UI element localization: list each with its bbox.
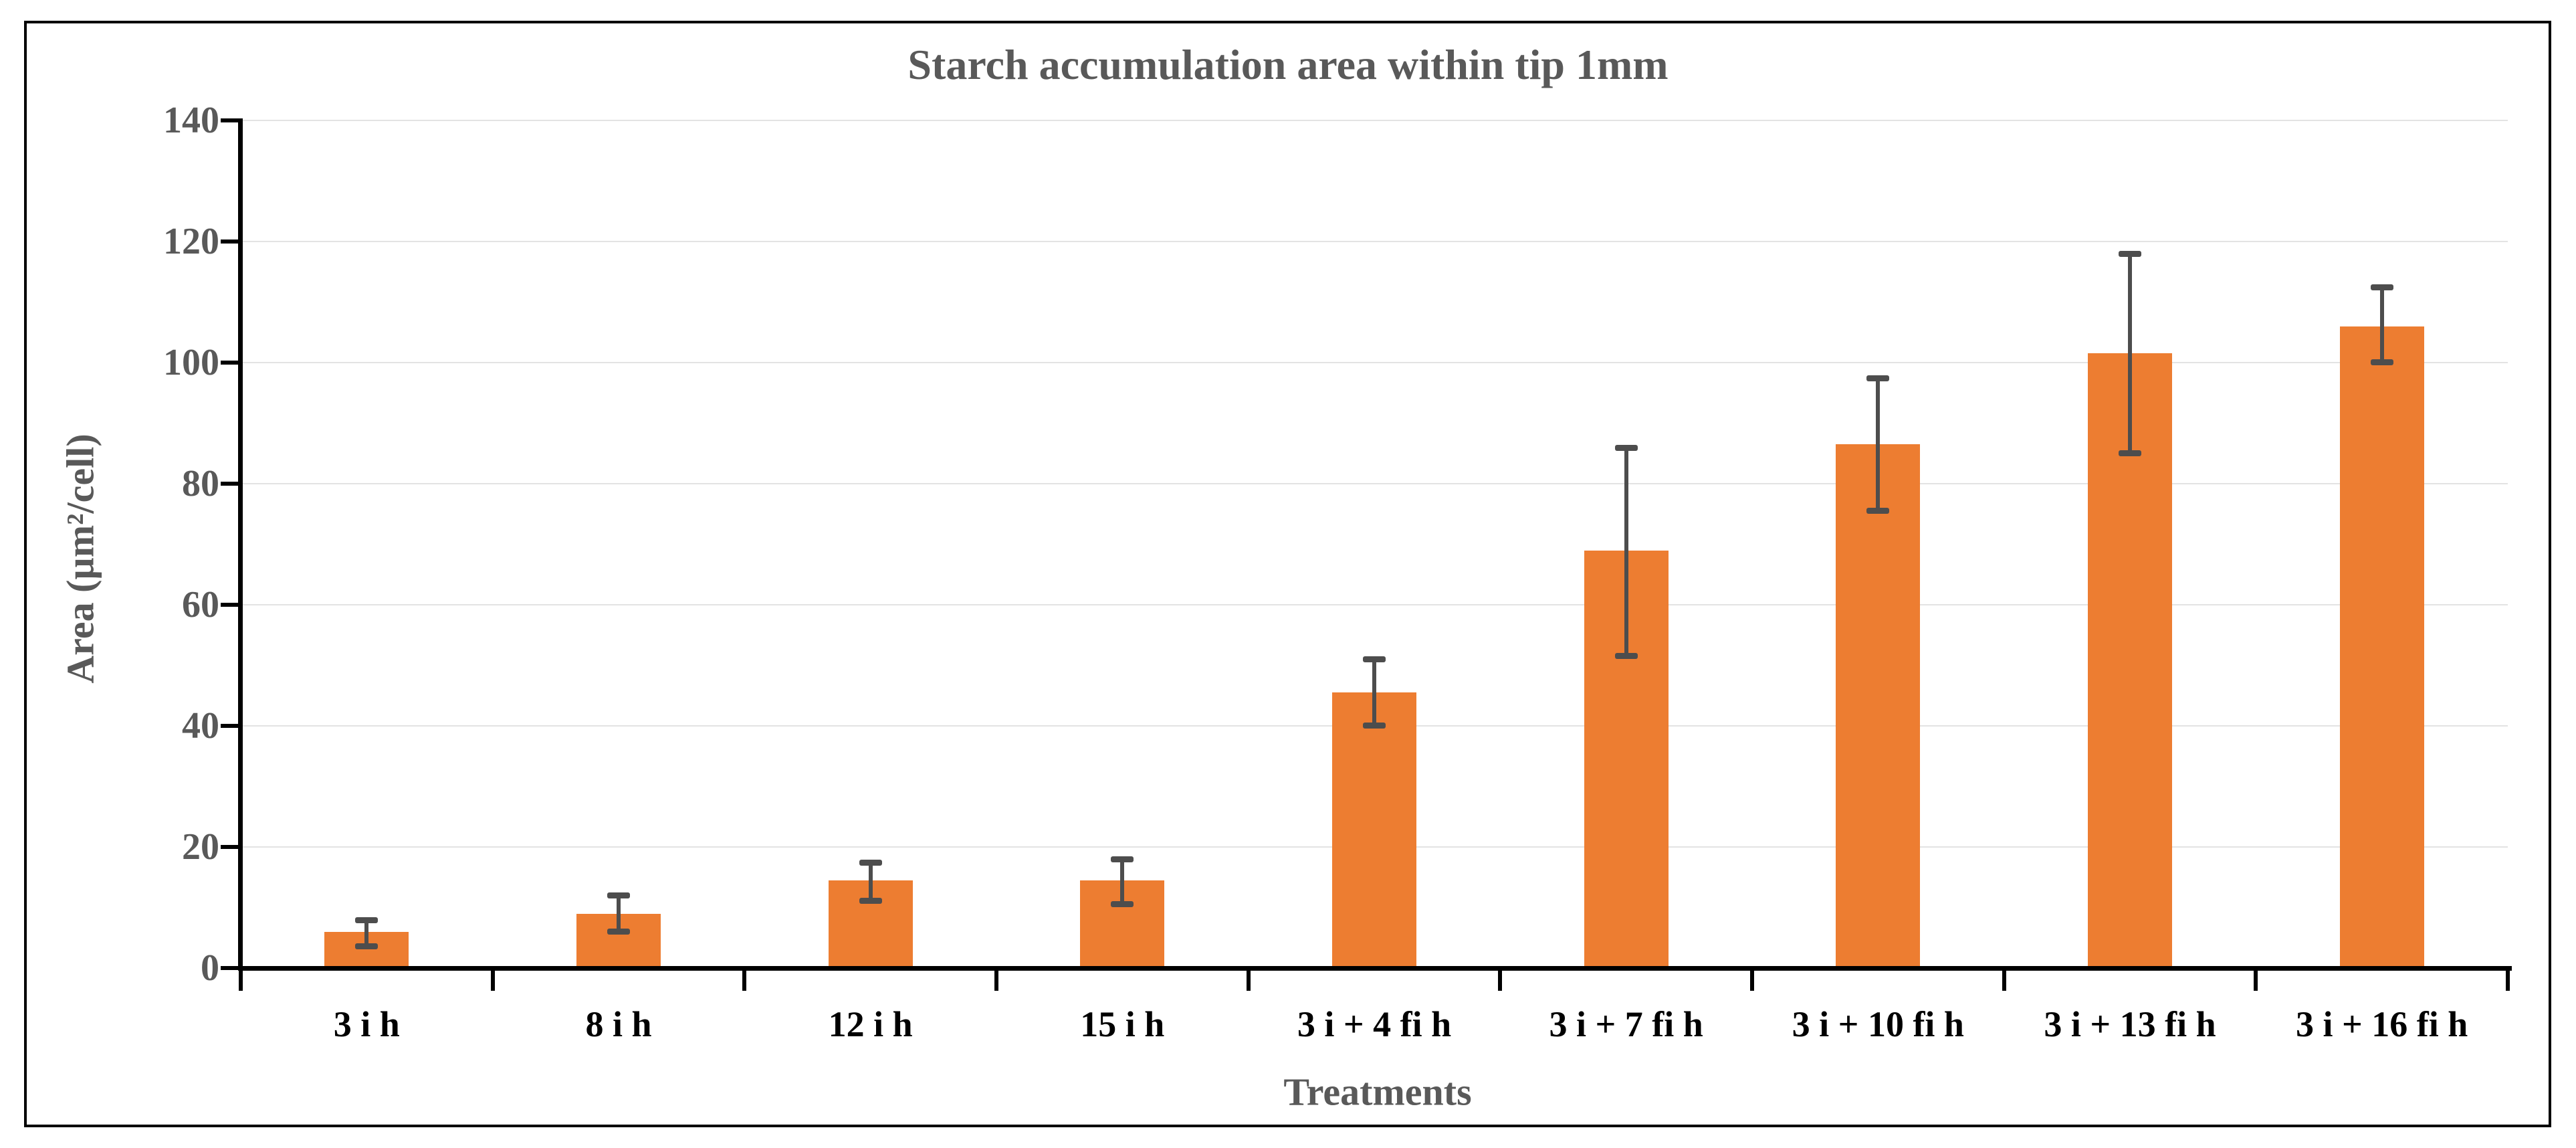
x-tick-label: 3 i + 10 fi h <box>1792 1004 1964 1044</box>
y-tick-label: 20 <box>182 826 219 868</box>
error-bar-cap-bottom <box>355 943 379 950</box>
error-bar <box>2379 286 2384 363</box>
error-bar-cap-bottom <box>1866 507 1890 514</box>
error-bar <box>868 862 873 902</box>
error-bar-cap-bottom <box>1363 723 1386 729</box>
x-tick-label: 3 i + 7 fi h <box>1549 1004 1703 1044</box>
y-tick-label: 100 <box>163 342 219 383</box>
y-tick-label: 40 <box>182 705 219 747</box>
error-bar-cap-top <box>607 892 630 899</box>
error-bar-cap-top <box>2370 284 2393 290</box>
x-axis-tick <box>2254 968 2258 991</box>
chart-title: Starch accumulation area within tip 1mm <box>907 41 1669 88</box>
y-axis-tick <box>221 482 241 486</box>
error-bar-cap-top <box>859 859 882 866</box>
error-bar-cap-bottom <box>2119 450 2141 456</box>
y-axis-tick <box>221 603 241 607</box>
error-bar-cap-bottom <box>1111 900 1134 907</box>
x-axis-line <box>238 966 2512 971</box>
y-tick-label: 120 <box>163 221 219 262</box>
error-bar-cap-top <box>1614 444 1638 451</box>
y-axis-tick <box>221 724 241 728</box>
error-bar <box>617 895 621 932</box>
error-bar <box>2128 254 2132 454</box>
bar <box>1836 444 1921 968</box>
error-bar-cap-bottom <box>1614 652 1638 659</box>
y-tick-label: 60 <box>182 584 219 626</box>
y-axis-tick <box>221 118 241 122</box>
y-axis-tick <box>221 845 241 849</box>
x-tick-label: 15 i h <box>1080 1004 1165 1044</box>
x-axis-tick <box>239 968 243 991</box>
x-axis-tick <box>2506 968 2510 991</box>
error-bar-cap-bottom <box>2370 359 2393 365</box>
error-bar-cap-top <box>1363 656 1386 663</box>
x-tick-label: 8 i h <box>585 1004 652 1044</box>
y-tick-label: 0 <box>201 947 219 989</box>
x-tick-label: 3 i + 4 fi h <box>1297 1004 1452 1044</box>
y-tick-label: 140 <box>163 100 219 141</box>
x-tick-label: 3 i + 13 fi h <box>2044 1004 2216 1044</box>
gridline <box>241 120 2508 121</box>
x-tick-label: 3 i + 16 fi h <box>2296 1004 2468 1044</box>
y-tick-label: 80 <box>182 463 219 504</box>
x-axis-tick <box>1498 968 1503 991</box>
x-tick-label: 3 i h <box>333 1004 400 1044</box>
x-axis-tick <box>742 968 747 991</box>
error-bar <box>1372 659 1376 726</box>
error-bar-cap-bottom <box>859 898 882 904</box>
x-tick-label: 12 i h <box>828 1004 913 1044</box>
x-axis-tick <box>490 968 495 991</box>
gridline <box>241 241 2508 242</box>
x-axis-title: Treatments <box>1283 1070 1472 1114</box>
error-bar-cap-top <box>1111 856 1134 863</box>
error-bar-cap-top <box>355 917 379 923</box>
y-axis-line <box>238 118 243 970</box>
x-axis-tick <box>1750 968 1754 991</box>
error-bar-cap-top <box>1866 375 1890 381</box>
x-axis-tick <box>1246 968 1251 991</box>
gridline <box>241 483 2508 484</box>
y-axis-tick <box>221 361 241 365</box>
error-bar-cap-bottom <box>607 928 630 935</box>
bar <box>2339 326 2424 968</box>
x-axis-tick <box>994 968 998 991</box>
chart-border <box>24 21 2551 1127</box>
error-bar <box>1876 377 1881 511</box>
error-bar <box>364 919 369 947</box>
bar <box>1332 692 1416 968</box>
gridline <box>241 604 2508 605</box>
x-axis-tick <box>2002 968 2006 991</box>
y-axis-tick <box>221 966 241 970</box>
error-bar <box>1120 859 1125 904</box>
y-axis-tick <box>221 240 241 244</box>
gridline <box>241 362 2508 363</box>
error-bar-cap-top <box>2119 251 2141 258</box>
error-bar <box>1624 447 1628 656</box>
